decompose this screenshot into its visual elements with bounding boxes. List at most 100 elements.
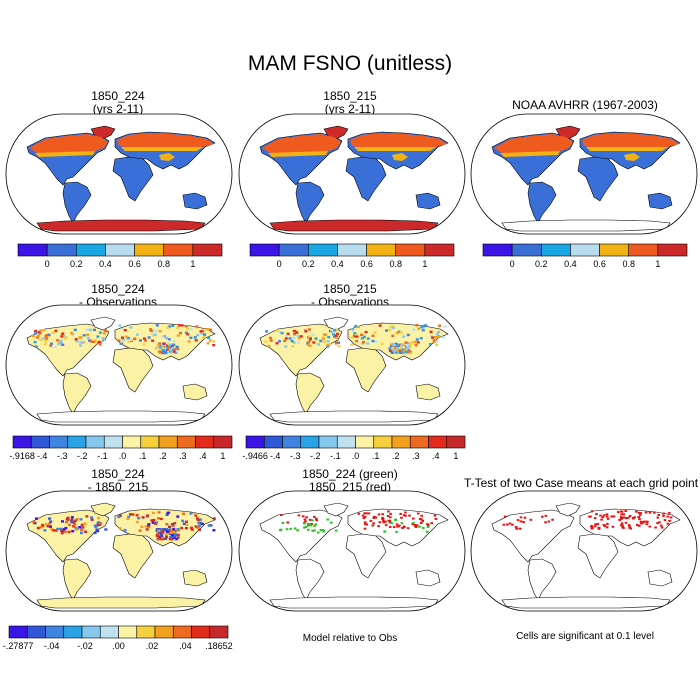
- grid-cell: [172, 530, 176, 534]
- grid-cell: [328, 343, 332, 346]
- grid-cell: [190, 528, 194, 531]
- grid-cell: [154, 522, 158, 525]
- grid-cell: [391, 342, 395, 346]
- grid-cell: [319, 339, 323, 343]
- significance-marker: [632, 517, 635, 520]
- grid-cell: [59, 341, 63, 344]
- colorbar-box: [395, 243, 426, 257]
- significance-marker: [389, 512, 392, 515]
- significance-marker: [593, 517, 597, 520]
- grid-cell: [35, 517, 38, 520]
- map-outline: [238, 304, 466, 426]
- grid-cell: [184, 331, 188, 334]
- grid-cell: [170, 350, 173, 354]
- map-panel-1850-224: [5, 113, 233, 235]
- grid-cell: [291, 345, 295, 348]
- colorbar-tick-label: 0.4: [99, 259, 112, 269]
- land-greenland: [90, 316, 116, 331]
- significance-marker: [611, 525, 615, 528]
- colorbar-box: [191, 625, 211, 639]
- grid-cell: [121, 336, 124, 339]
- grid-cell: [362, 335, 366, 338]
- colorbar-panel-4: -.9168 -.4 -.3 -.2 -.1 .0 .1 .2 .3 .4 1: [9, 435, 233, 461]
- significance-marker: [412, 522, 415, 524]
- grid-cell: [172, 528, 176, 531]
- significance-marker: [508, 522, 512, 525]
- land-antarctica: [36, 219, 206, 232]
- grid-cell: [321, 337, 325, 341]
- grid-cell: [65, 518, 69, 521]
- grid-cell: [403, 348, 406, 352]
- land-africa: [577, 156, 619, 202]
- snow-band-north-america: [494, 134, 573, 153]
- grid-cell: [155, 324, 159, 327]
- grid-cell: [170, 534, 174, 537]
- grid-cell: [435, 343, 438, 347]
- grid-cell: [165, 523, 169, 526]
- page-title: MAM FSNO (unitless): [247, 52, 453, 75]
- panel-title-7: 1850_224 (green) 1850_215 (red): [250, 468, 450, 494]
- colorbar-box: [511, 243, 542, 257]
- snow-tibet: [392, 153, 408, 161]
- grid-cell: [129, 513, 132, 516]
- significance-marker: [653, 511, 656, 514]
- significance-marker: [648, 525, 652, 528]
- significance-marker: [645, 520, 648, 523]
- significance-marker: [416, 512, 420, 515]
- significance-marker: [434, 518, 438, 520]
- significance-marker: [330, 521, 333, 524]
- map-outline: [5, 490, 233, 612]
- grid-cell: [155, 521, 158, 524]
- grid-cell: [393, 345, 397, 349]
- grid-cell: [70, 520, 74, 523]
- grid-cell: [335, 328, 338, 331]
- grid-cell: [332, 333, 335, 336]
- grid-cell: [278, 330, 282, 334]
- land-south-america: [295, 181, 325, 224]
- map-panel-t-test: [470, 490, 698, 612]
- grid-cell: [147, 336, 151, 339]
- grid-cell: [176, 334, 180, 337]
- grid-cell: [143, 337, 146, 340]
- map-outline: [5, 304, 233, 426]
- significance-marker: [605, 513, 609, 516]
- grid-cell: [59, 339, 63, 343]
- grid-cell: [146, 514, 150, 517]
- grid-cell: [93, 328, 96, 332]
- grid-cell: [99, 341, 103, 344]
- grid-cell: [275, 342, 279, 345]
- colorbar-box: [81, 625, 101, 639]
- significance-marker: [286, 521, 289, 524]
- grid-cell: [90, 516, 94, 519]
- grid-cell: [198, 528, 201, 531]
- panel-title-1-line1: 1850_224: [91, 89, 145, 103]
- significance-marker: [363, 521, 367, 524]
- grid-cell: [360, 333, 364, 336]
- grid-cell: [34, 329, 38, 333]
- panel-title-6-line1: 1850_224: [91, 467, 145, 481]
- grid-cell: [158, 342, 162, 345]
- grid-cell: [182, 522, 186, 525]
- significance-marker: [662, 512, 665, 515]
- grid-cell: [162, 348, 166, 351]
- grid-cell: [395, 347, 399, 350]
- grid-cell: [169, 343, 173, 346]
- panel-title-2-line2: (yrs 2-11): [324, 102, 376, 116]
- panel-title-8-line1: T-Test of two Case means at each grid po…: [463, 476, 699, 490]
- grid-cell: [195, 325, 199, 328]
- grid-cell: [394, 351, 398, 354]
- grid-cell: [169, 531, 173, 535]
- colorbar-box: [482, 243, 513, 257]
- grid-cell: [172, 350, 176, 353]
- grid-cell: [391, 325, 395, 328]
- colorbar-box: [154, 625, 174, 639]
- grid-cell: [129, 338, 133, 342]
- colorbar-tick-label: .04: [179, 641, 192, 651]
- grid-cell: [155, 534, 159, 538]
- grid-cell: [158, 348, 162, 351]
- grid-cell: [127, 340, 131, 343]
- grid-cell: [389, 349, 393, 352]
- map-panel-case-comparison: [238, 490, 466, 612]
- colorbar-tick-label: -.3: [57, 451, 68, 461]
- grid-cell: [118, 324, 122, 327]
